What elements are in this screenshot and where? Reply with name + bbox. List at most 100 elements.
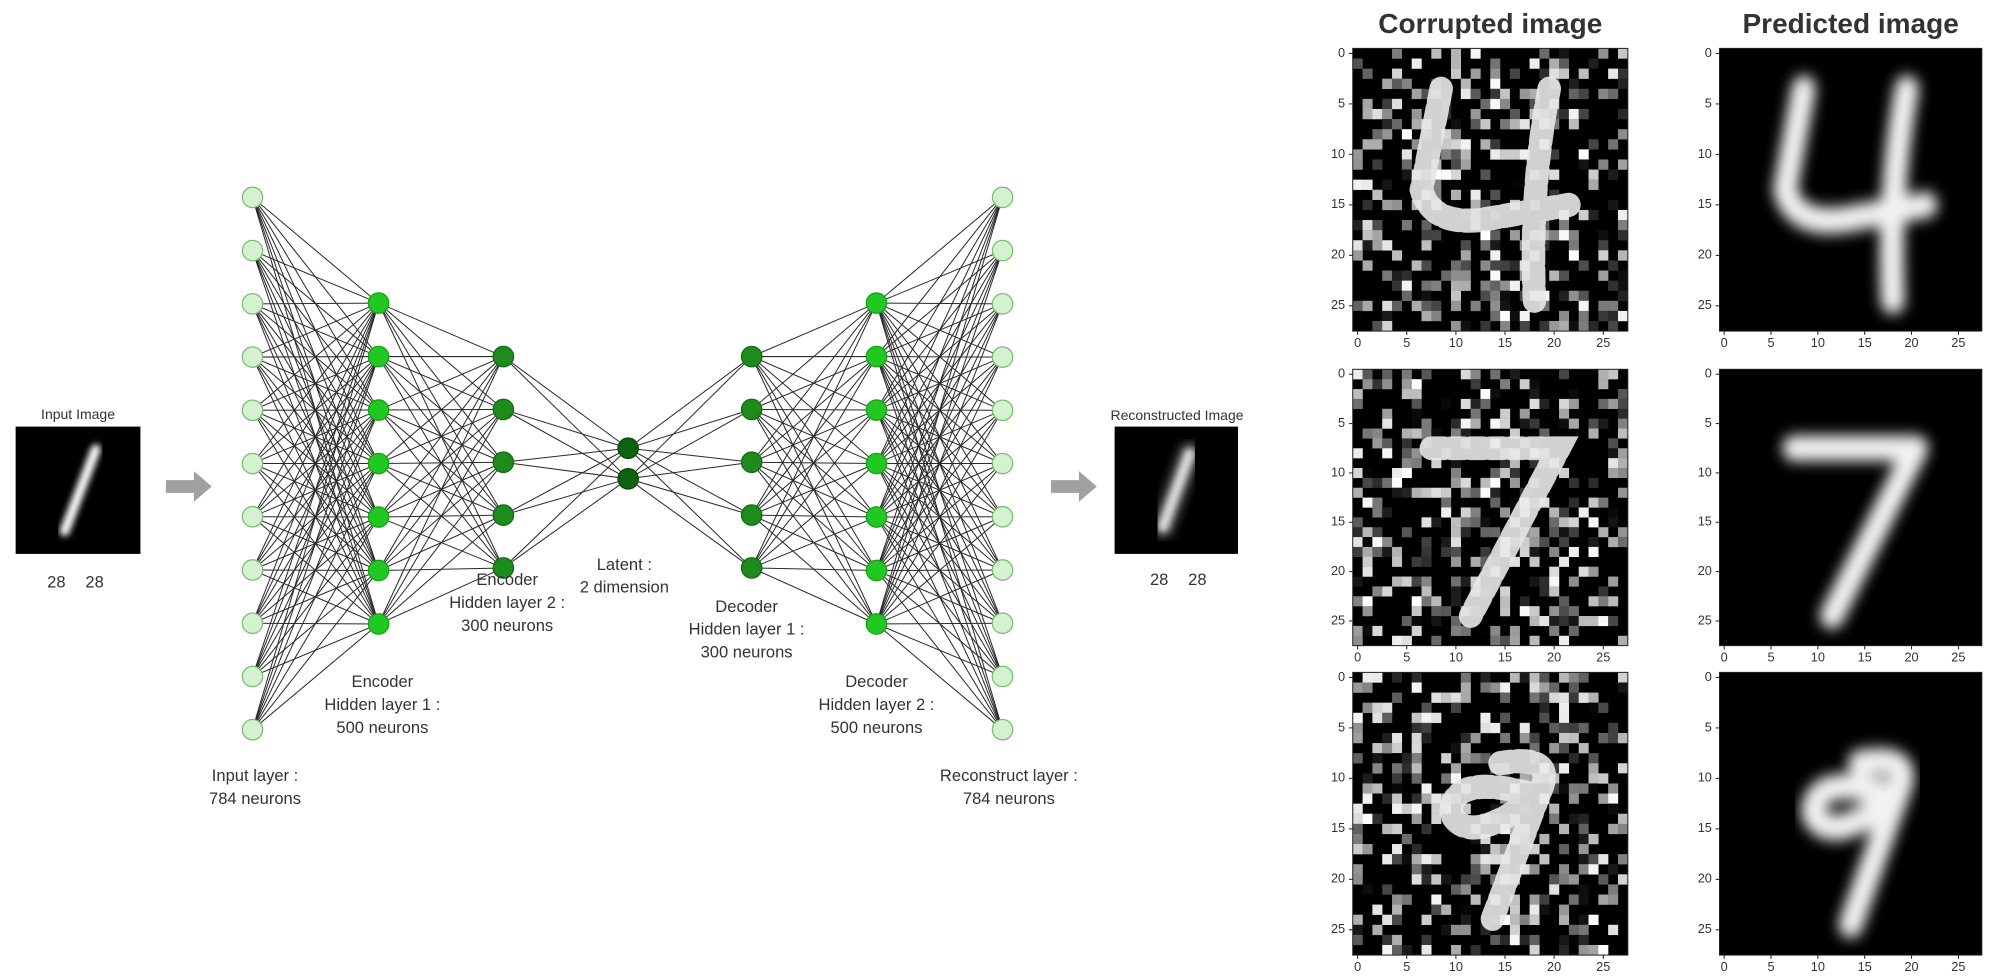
noise-pixel [1480,240,1490,250]
noise-pixel [1598,498,1608,508]
noise-pixel [1422,733,1432,743]
noise-pixel [1422,557,1432,567]
noise-pixel [1402,79,1412,89]
noise-pixel [1363,498,1373,508]
noise-pixel [1579,291,1589,301]
noise-pixel [1372,925,1382,935]
x-tick-label: 20 [1547,335,1561,350]
dim-label: 28 [85,573,103,592]
noise-pixel [1530,672,1540,682]
noise-pixel [1441,399,1451,409]
noise-pixel [1412,672,1422,682]
noise-pixel [1363,567,1373,577]
noise-pixel [1589,753,1599,763]
noise-pixel [1490,945,1500,955]
noise-pixel [1461,79,1471,89]
noise-pixel [1510,935,1520,945]
noise-pixel [1451,693,1461,703]
noise-pixel [1500,379,1510,389]
noise-pixel [1579,89,1589,99]
noise-pixel [1598,240,1608,250]
noise-pixel [1431,794,1441,804]
x-tick-label: 5 [1403,650,1410,665]
y-tick-label: 0 [1338,45,1345,60]
noise-pixel [1559,743,1569,753]
noise-pixel [1549,567,1559,577]
noise-pixel [1382,109,1392,119]
noise-pixel [1461,240,1471,250]
y-tick-label: 5 [1338,415,1345,430]
noise-pixel [1392,468,1402,478]
noise-pixel [1500,419,1510,429]
noise-pixel [1589,180,1599,190]
noise-pixel [1392,69,1402,79]
layer-label: Hidden layer 1 : [689,620,805,639]
noise-pixel [1392,915,1402,925]
noise-pixel [1382,271,1392,281]
y-tick-label: 25 [1698,297,1712,312]
noise-pixel [1382,713,1392,723]
noise-pixel [1353,250,1363,260]
noise-pixel [1363,429,1373,439]
noise-pixel [1451,301,1461,311]
noise-pixel [1392,763,1402,773]
noise-pixel [1539,682,1549,692]
noise-pixel [1461,488,1471,498]
noise-pixel [1510,281,1520,291]
noise-pixel [1539,894,1549,904]
noise-pixel [1451,389,1461,399]
noise-pixel [1382,99,1392,109]
noise-pixel [1402,468,1412,478]
noise-pixel [1480,119,1490,129]
noise-pixel [1412,864,1422,874]
image-panel [1353,369,1628,646]
x-tick-label: 20 [1904,650,1918,665]
connection [503,479,628,515]
noise-pixel [1598,854,1608,864]
noise-pixel [1618,468,1628,478]
connection [628,462,752,479]
noise-pixel [1589,915,1599,925]
noise-pixel [1490,723,1500,733]
noise-pixel [1589,429,1599,439]
noise-pixel [1559,220,1569,230]
x-tick-label: 10 [1811,335,1825,350]
noise-pixel [1579,210,1589,220]
noise-pixel [1363,672,1373,682]
noise-pixel [1392,753,1402,763]
noise-pixel [1530,682,1540,692]
noise-pixel [1471,48,1481,58]
noise-pixel [1461,517,1471,527]
noise-pixel [1471,733,1481,743]
noise-pixel [1589,170,1599,180]
noise-pixel [1490,935,1500,945]
column-title: Corrupted image [1378,8,1602,39]
noise-pixel [1608,301,1618,311]
noise-pixel [1431,596,1441,606]
noise-pixel [1412,753,1422,763]
noise-pixel [1392,794,1402,804]
noise-pixel [1353,448,1363,458]
x-tick-label: 20 [1904,959,1918,974]
noise-pixel [1392,905,1402,915]
noise-pixel [1579,945,1589,955]
noise-pixel [1461,149,1471,159]
x-tick-label: 0 [1354,335,1361,350]
noise-pixel [1510,69,1520,79]
noise-pixel [1579,693,1589,703]
noise-pixel [1480,99,1490,109]
noise-pixel [1471,89,1481,99]
noise-pixel [1618,636,1628,646]
noise-pixel [1618,311,1628,321]
noise-pixel [1500,119,1510,129]
noise-pixel [1520,409,1530,419]
noise-pixel [1480,517,1490,527]
noise-pixel [1392,854,1402,864]
x-tick-label: 20 [1547,959,1561,974]
noise-pixel [1353,468,1363,478]
neuron [368,400,388,420]
noise-pixel [1451,547,1461,557]
noise-pixel [1530,527,1540,537]
noise-pixel [1500,260,1510,270]
noise-pixel [1500,89,1510,99]
